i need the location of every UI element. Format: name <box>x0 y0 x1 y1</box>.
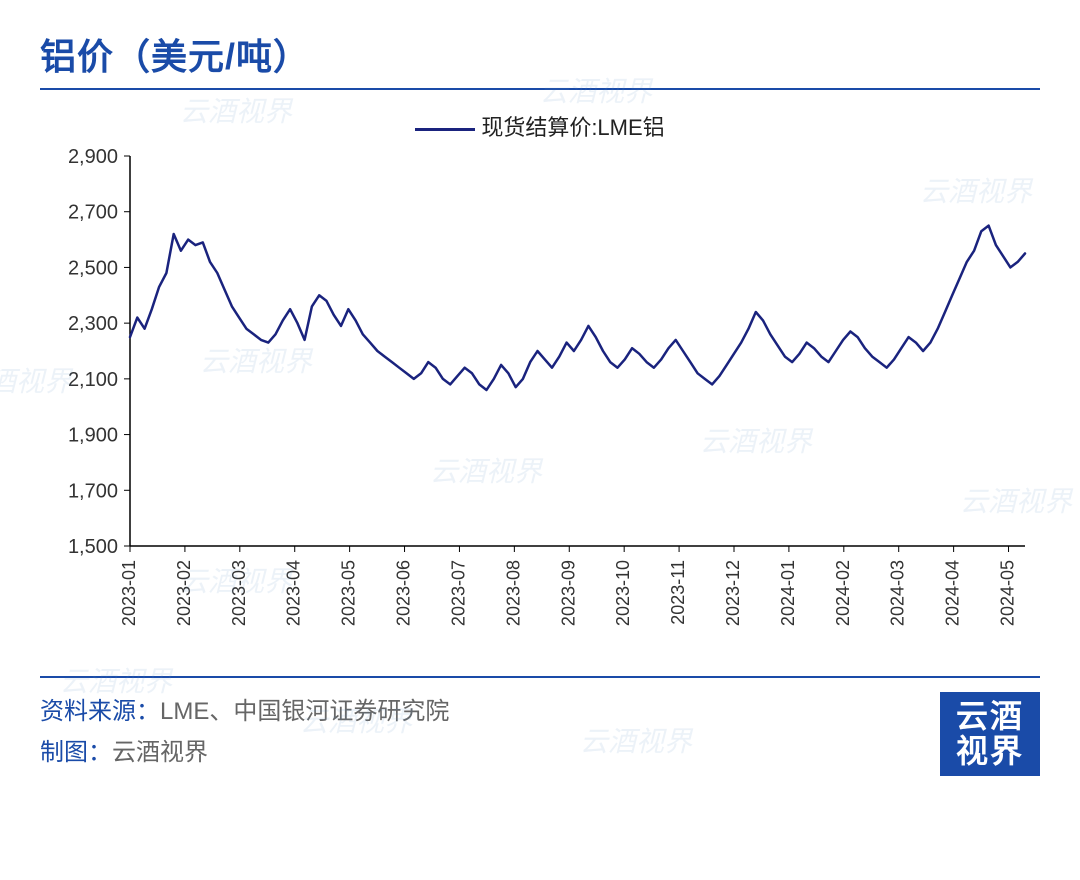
svg-text:2023-06: 2023-06 <box>394 560 414 626</box>
svg-text:2,700: 2,700 <box>68 202 118 224</box>
chart-footer: 资料来源：LME、中国银河证券研究院 制图：云酒视界 云酒 视界 <box>0 676 1080 776</box>
svg-text:2023-07: 2023-07 <box>448 560 468 626</box>
svg-text:2,300: 2,300 <box>68 313 118 335</box>
svg-text:2024-04: 2024-04 <box>943 560 963 626</box>
chart-container: 现货结算价:LME铝 1,500 1,700 1,900 2,100 2,300 2,50… <box>0 100 1080 676</box>
svg-text:1,500: 1,500 <box>68 536 118 558</box>
svg-text:2023-08: 2023-08 <box>503 560 523 626</box>
chart-header: 铝价（美元/吨） <box>0 0 1080 100</box>
svg-text:2023-02: 2023-02 <box>174 560 194 626</box>
svg-text:2023-04: 2023-04 <box>284 560 304 626</box>
svg-text:2,500: 2,500 <box>68 257 118 279</box>
legend-label: 现货结算价:LME铝 <box>481 115 664 140</box>
svg-text:1,700: 1,700 <box>68 480 118 502</box>
svg-text:2023-01: 2023-01 <box>119 560 139 626</box>
svg-text:2023-09: 2023-09 <box>558 560 578 626</box>
chart-title: 铝价（美元/吨） <box>40 28 1040 80</box>
source-block: 资料来源：LME、中国银河证券研究院 制图：云酒视界 <box>40 692 449 774</box>
svg-text:2,100: 2,100 <box>68 369 118 391</box>
legend-line-icon <box>415 128 475 131</box>
svg-text:2023-11: 2023-11 <box>668 560 688 625</box>
price-series-line <box>130 226 1025 390</box>
svg-text:2024-01: 2024-01 <box>778 560 798 626</box>
svg-text:2023-03: 2023-03 <box>229 560 249 626</box>
svg-text:1,900: 1,900 <box>68 425 118 447</box>
svg-text:2023-12: 2023-12 <box>723 560 743 626</box>
svg-text:2023-05: 2023-05 <box>339 560 359 626</box>
footer-divider <box>40 676 1040 678</box>
svg-text:2024-03: 2024-03 <box>888 560 908 626</box>
svg-text:2,900: 2,900 <box>68 146 118 168</box>
title-divider <box>40 88 1040 90</box>
svg-text:2023-10: 2023-10 <box>613 560 633 626</box>
brand-logo: 云酒 视界 <box>940 692 1040 776</box>
credit-text: 云酒视界 <box>112 739 208 766</box>
credit-label: 制图： <box>40 739 112 766</box>
source-text: LME、中国银河证券研究院 <box>160 698 449 725</box>
svg-text:2024-02: 2024-02 <box>833 560 853 626</box>
svg-text:2024-05: 2024-05 <box>998 560 1018 626</box>
logo-line1: 云酒 <box>956 699 1024 734</box>
chart-legend: 现货结算价:LME铝 <box>40 110 1040 142</box>
line-chart: 1,500 1,700 1,900 2,100 2,300 2,500 2,700 2,900… <box>40 146 1040 666</box>
source-label: 资料来源： <box>40 698 160 725</box>
logo-line2: 视界 <box>956 734 1024 769</box>
